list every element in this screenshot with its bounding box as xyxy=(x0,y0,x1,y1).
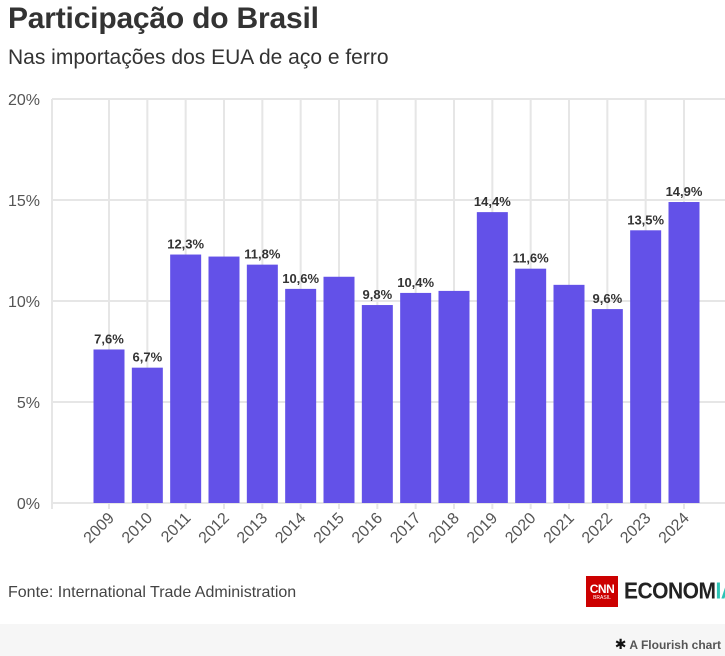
flourish-link[interactable]: ✱ A Flourish chart xyxy=(615,636,721,653)
data-label-2020: 11,6% xyxy=(513,251,550,266)
data-label-2010: 6,7% xyxy=(133,350,163,365)
bar-2018 xyxy=(438,290,470,503)
data-label-2016: 9,8% xyxy=(363,287,393,302)
asterisk-star-icon: ✱ xyxy=(614,636,627,652)
x-tick-label-2011: 2011 xyxy=(158,510,194,546)
x-tick-label-2023: 2023 xyxy=(617,510,654,547)
data-label-2009: 7,6% xyxy=(94,331,124,346)
y-tick-label: 10% xyxy=(8,294,40,311)
economia-accent: IA xyxy=(715,578,725,604)
x-tick-label-2013: 2013 xyxy=(234,510,271,547)
data-label-2013: 11,8% xyxy=(244,247,281,262)
data-label-2023: 13,5% xyxy=(627,212,664,227)
data-label-2019: 14,4% xyxy=(474,194,511,209)
cnn-brasil-logo: CNN BRASIL xyxy=(586,576,618,607)
bar-2022 xyxy=(591,309,623,503)
bar-2021 xyxy=(553,284,585,503)
y-tick-label: 15% xyxy=(8,193,40,210)
bar-2009 xyxy=(93,349,125,503)
data-label-2017: 10,4% xyxy=(397,275,434,290)
flourish-label: A Flourish chart xyxy=(629,638,721,652)
x-tick-label-2016: 2016 xyxy=(349,510,386,547)
source-note: Fonte: International Trade Administratio… xyxy=(8,584,297,601)
chart-title: Participação do Brasil xyxy=(8,2,319,35)
x-tick-label-2015: 2015 xyxy=(311,510,348,547)
bar-2024 xyxy=(668,202,700,503)
chart-subtitle: Nas importações dos EUA de aço e ferro xyxy=(8,46,389,69)
cnn-economia-logo: CNN BRASIL ECONOMIA xyxy=(586,576,725,607)
logo-brasil-text: BRASIL xyxy=(593,594,611,601)
bar-chart: 0% 5% 10% 15% 20% 7,6% 6,7% 12,3% 11,8%10,6% 9,8… xyxy=(8,92,725,547)
x-tick-label-2024: 2024 xyxy=(656,510,693,547)
x-tick-label-2022: 2022 xyxy=(579,510,616,547)
x-tick-label-2021: 2021 xyxy=(541,510,578,547)
logo-cnn-text: CNN xyxy=(589,581,615,596)
data-labels: 7,6% 6,7% 12,3% 11,8%10,6% 9,8% 10,4% 14,4% 11,… xyxy=(94,184,703,365)
data-label-2011: 12,3% xyxy=(167,237,204,252)
flourish-footer: ✱ A Flourish chart xyxy=(0,624,725,656)
bar-2011 xyxy=(170,254,202,503)
bar-2019 xyxy=(476,212,508,503)
y-tick-label: 5% xyxy=(17,395,40,412)
data-label-2014: 10,6% xyxy=(282,271,319,286)
x-axis-ticks: 2009 2010 2011 2012 2013 2014 2015 2016 2017 2018… xyxy=(81,510,693,547)
x-tick-label-2019: 2019 xyxy=(464,510,501,547)
bar-2020 xyxy=(515,268,547,503)
x-tick-label-2020: 2020 xyxy=(502,510,539,547)
bar-2016 xyxy=(361,305,393,503)
data-label-2024: 14,9% xyxy=(666,184,703,199)
x-tick-label-2009: 2009 xyxy=(81,510,118,547)
y-tick-label: 0% xyxy=(17,496,40,513)
bar-2014 xyxy=(285,288,317,503)
economia-wordmark: ECONOMIA xyxy=(624,578,725,604)
bar-2013 xyxy=(246,264,278,503)
x-tick-label-2018: 2018 xyxy=(426,510,463,547)
bar-2015 xyxy=(323,276,355,503)
bars xyxy=(93,202,700,504)
data-label-2022: 9,6% xyxy=(593,291,623,306)
x-tick-label-2012: 2012 xyxy=(196,510,233,547)
x-tick-label-2010: 2010 xyxy=(119,510,156,547)
bar-2010 xyxy=(131,367,163,503)
y-tick-label: 20% xyxy=(8,92,40,109)
y-axis-ticks: 0% 5% 10% 15% 20% xyxy=(8,92,40,513)
x-tick-label-2014: 2014 xyxy=(272,510,309,547)
bar-2017 xyxy=(400,292,432,503)
bar-2023 xyxy=(630,230,662,504)
economia-main: ECONOM xyxy=(624,578,716,604)
x-tick-label-2017: 2017 xyxy=(387,510,424,547)
bar-2012 xyxy=(208,256,240,503)
